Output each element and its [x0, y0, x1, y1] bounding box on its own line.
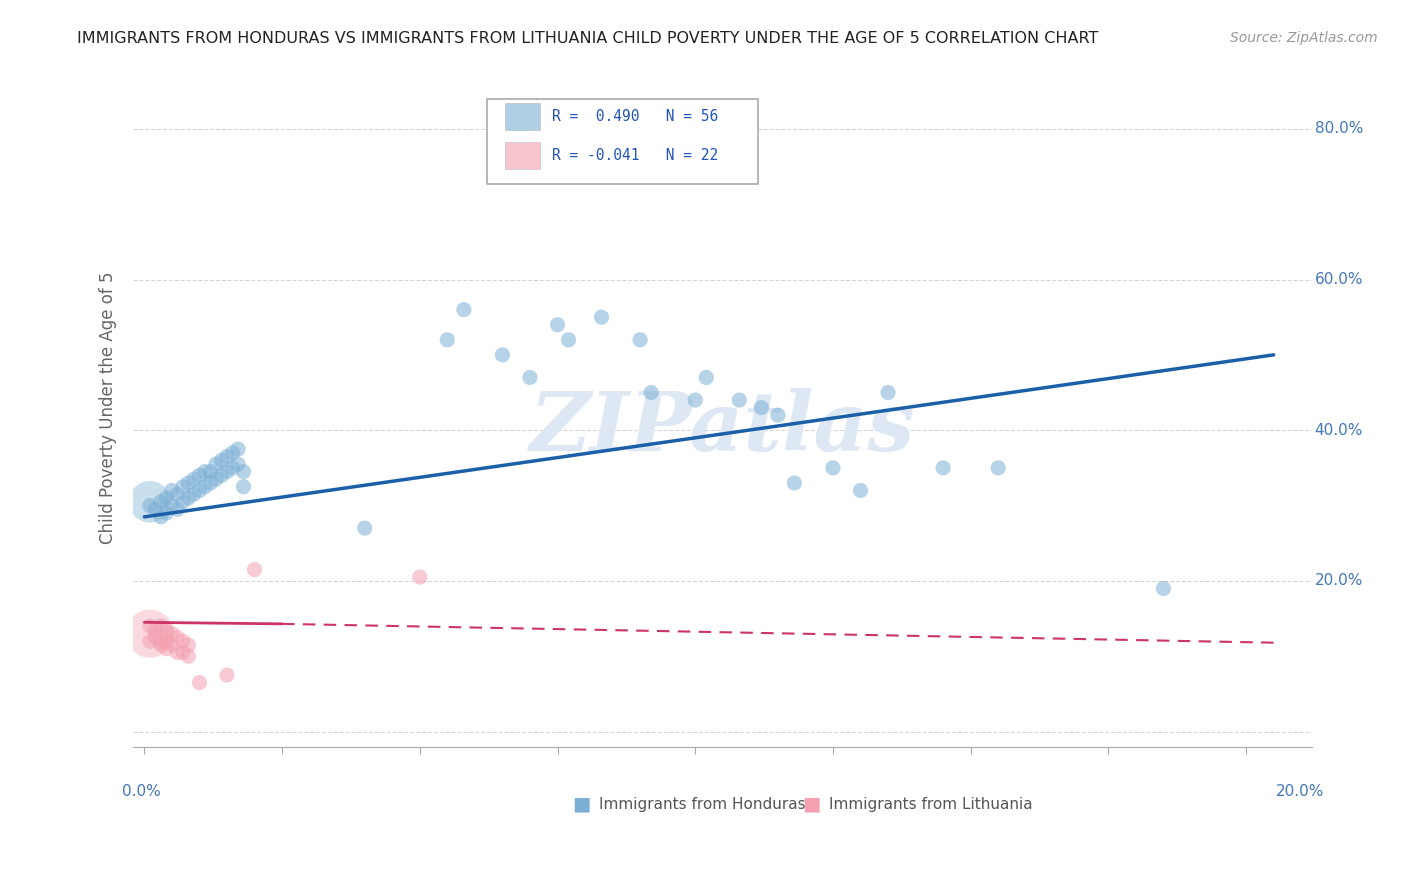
Point — [200, 465, 222, 479]
Text: ■: ■ — [801, 795, 820, 814]
Point — [139, 499, 162, 513]
Point — [183, 472, 205, 486]
Point — [172, 634, 194, 648]
Point — [149, 619, 172, 633]
Point — [766, 408, 789, 422]
Point — [728, 393, 751, 408]
Point — [166, 487, 188, 501]
Point — [211, 453, 233, 467]
Point — [453, 302, 475, 317]
Point — [226, 442, 249, 456]
Text: 60.0%: 60.0% — [1315, 272, 1362, 287]
Point — [591, 310, 613, 325]
Point — [139, 634, 162, 648]
Point — [149, 509, 172, 524]
FancyBboxPatch shape — [505, 142, 540, 169]
FancyBboxPatch shape — [486, 99, 758, 184]
Point — [177, 491, 200, 505]
Point — [145, 631, 167, 645]
Point — [177, 475, 200, 490]
Point — [188, 675, 211, 690]
Text: IMMIGRANTS FROM HONDURAS VS IMMIGRANTS FROM LITHUANIA CHILD POVERTY UNDER THE AG: IMMIGRANTS FROM HONDURAS VS IMMIGRANTS F… — [77, 31, 1098, 46]
Point — [243, 563, 266, 577]
Point — [145, 623, 167, 637]
Point — [194, 465, 217, 479]
Point — [436, 333, 458, 347]
Text: ZIPatlas: ZIPatlas — [530, 388, 915, 468]
Text: 20.0%: 20.0% — [1275, 784, 1324, 799]
Text: R =  0.490   N = 56: R = 0.490 N = 56 — [551, 109, 718, 124]
Point — [188, 468, 211, 483]
Point — [232, 480, 254, 494]
Text: Source: ZipAtlas.com: Source: ZipAtlas.com — [1230, 31, 1378, 45]
Point — [149, 495, 172, 509]
Point — [628, 333, 651, 347]
Point — [221, 461, 243, 475]
Text: 40.0%: 40.0% — [1315, 423, 1362, 438]
Point — [160, 638, 183, 652]
Point — [139, 619, 162, 633]
Point — [519, 370, 541, 384]
Text: R = -0.041   N = 22: R = -0.041 N = 22 — [551, 148, 718, 162]
Y-axis label: Child Poverty Under the Age of 5: Child Poverty Under the Age of 5 — [100, 271, 117, 544]
Point — [211, 468, 233, 483]
Point — [155, 506, 177, 520]
Point — [160, 483, 183, 498]
Point — [149, 638, 172, 652]
Text: Immigrants from Lithuania: Immigrants from Lithuania — [830, 797, 1032, 812]
Point — [547, 318, 569, 332]
Point — [155, 623, 177, 637]
Point — [160, 499, 183, 513]
Point — [172, 480, 194, 494]
Point — [409, 570, 432, 584]
Point — [194, 480, 217, 494]
Point — [177, 638, 200, 652]
Point — [155, 491, 177, 505]
Point — [877, 385, 900, 400]
Point — [221, 446, 243, 460]
Point — [160, 626, 183, 640]
Point — [557, 333, 579, 347]
Text: Immigrants from Honduras: Immigrants from Honduras — [599, 797, 806, 812]
Text: ■: ■ — [572, 795, 591, 814]
Point — [215, 450, 238, 464]
Point — [139, 626, 162, 640]
Text: 20.0%: 20.0% — [1315, 574, 1362, 589]
Point — [172, 645, 194, 659]
Point — [145, 502, 167, 516]
Point — [683, 393, 706, 408]
Point — [188, 483, 211, 498]
Point — [166, 631, 188, 645]
Point — [139, 495, 162, 509]
Point — [821, 461, 844, 475]
Point — [205, 472, 228, 486]
Point — [166, 502, 188, 516]
Point — [226, 457, 249, 471]
Point — [783, 475, 806, 490]
Point — [749, 401, 772, 415]
Point — [353, 521, 375, 535]
Point — [183, 487, 205, 501]
Point — [200, 475, 222, 490]
Point — [849, 483, 872, 498]
Point — [491, 348, 513, 362]
Point — [166, 645, 188, 659]
Point — [177, 649, 200, 664]
Point — [932, 461, 955, 475]
Point — [172, 495, 194, 509]
Point — [987, 461, 1010, 475]
Text: 0.0%: 0.0% — [121, 784, 160, 799]
Point — [232, 465, 254, 479]
Point — [640, 385, 662, 400]
Point — [205, 457, 228, 471]
FancyBboxPatch shape — [505, 103, 540, 129]
Point — [215, 668, 238, 682]
Point — [155, 641, 177, 656]
Point — [215, 465, 238, 479]
Text: 80.0%: 80.0% — [1315, 121, 1362, 136]
Point — [155, 634, 177, 648]
Point — [1152, 582, 1174, 596]
Point — [695, 370, 717, 384]
Point — [149, 634, 172, 648]
